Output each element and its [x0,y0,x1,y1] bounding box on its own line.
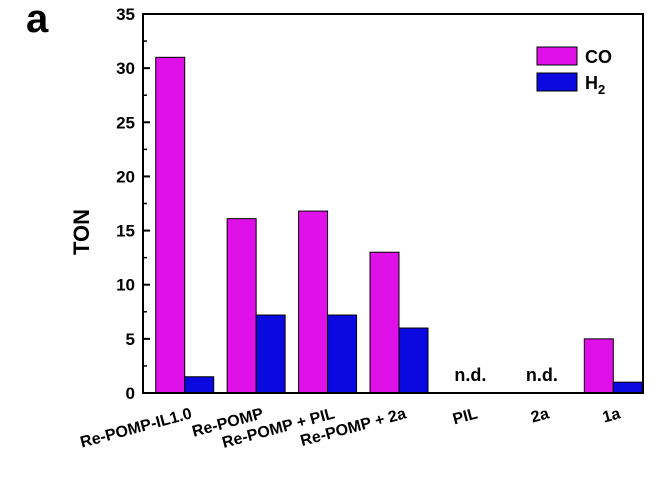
bar-co-3 [298,210,329,394]
y-axis-ticks: 0 5 10 15 20 25 30 35 [116,5,150,403]
plot-frame [142,13,644,394]
legend-label-h2: H2 [585,73,605,97]
panel-label: a [26,0,49,41]
bar-h2-7 [612,381,643,394]
x-tick-label: PIL [451,405,480,428]
bar-h2-2 [255,314,286,394]
not-detected-label: n.d. [454,365,486,385]
x-tick-label: 2a [529,405,551,426]
y-tick-label: 30 [116,59,135,78]
bar-h2-4 [398,327,429,394]
bar-co-1 [155,56,186,394]
y-tick-label: 20 [116,167,135,186]
y-tick-label: 0 [126,384,135,403]
bar-co-7 [583,338,614,394]
bars [155,56,643,394]
annotations: n.d. n.d. [454,365,557,385]
bar-h2-1 [184,376,215,394]
legend-swatch-co [536,46,578,66]
y-axis-label: TON [69,209,94,255]
legend: CO H2 [536,46,612,97]
not-detected-label: n.d. [526,365,558,385]
bar-co-2 [226,218,257,394]
bar-co-4 [369,251,400,394]
y-tick-label: 35 [116,5,135,24]
y-tick-label: 15 [116,222,135,241]
x-tick-label: 1a [601,405,623,426]
y-tick-label: 5 [126,330,135,349]
legend-swatch-h2 [536,72,578,92]
y-tick-label: 25 [116,113,135,132]
y-tick-label: 10 [116,276,135,295]
legend-label-co: CO [585,47,612,67]
bar-h2-3 [327,314,358,394]
x-tick-label: Re-POMP-IL1.0 [79,405,194,451]
